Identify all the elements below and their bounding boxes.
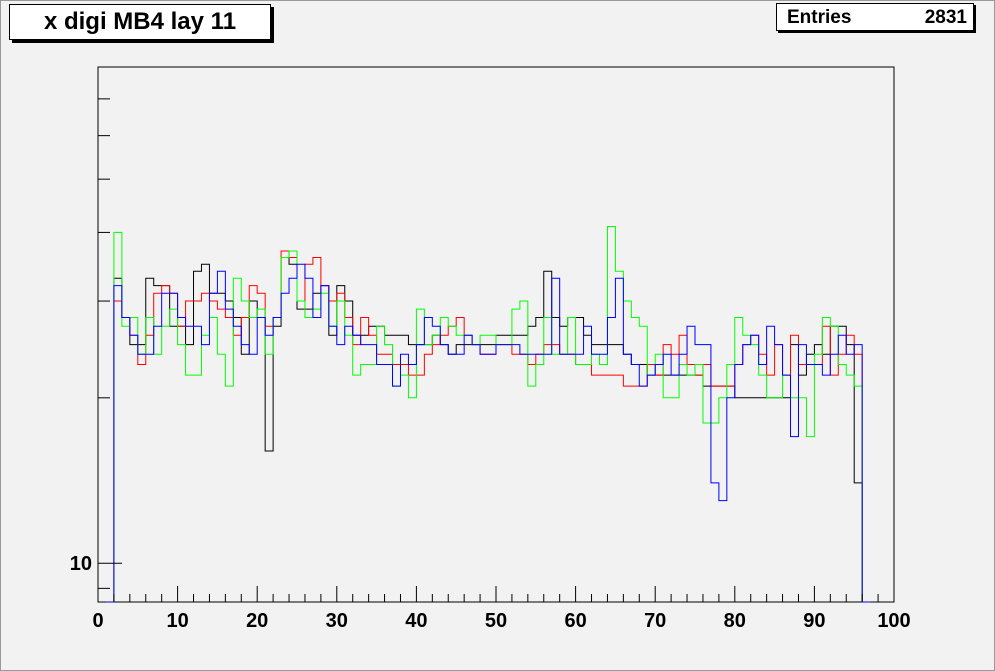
plot-frame	[97, 66, 895, 603]
histogram-title: x digi MB4 lay 11	[9, 4, 271, 40]
stats-entries-label: Entries	[787, 7, 852, 28]
stats-box: Entries 2831	[776, 3, 974, 31]
title-text: x digi MB4 lay 11	[43, 8, 237, 35]
y-tick-label: 10	[70, 553, 92, 575]
x-tick-label: 40	[405, 610, 427, 632]
x-tick-label: 60	[564, 610, 586, 632]
x-tick-label: 50	[485, 610, 507, 632]
x-tick-label: 20	[246, 610, 268, 632]
stats-entries-value: 2831	[924, 7, 967, 28]
x-tick-label: 70	[644, 610, 666, 632]
series-layer	[105, 226, 871, 603]
x-tick-label: 30	[326, 610, 348, 632]
x-tick-label: 0	[92, 610, 103, 632]
x-tick-label: 90	[803, 610, 825, 632]
axis-layer: 0 10 20 30 40 50 60 70 80 90 100 10	[70, 66, 911, 632]
x-tick-label: 100	[877, 610, 910, 632]
x-tick-label: 10	[166, 610, 188, 632]
histogram-series-4	[105, 263, 871, 603]
x-tick-label: 80	[724, 610, 746, 632]
